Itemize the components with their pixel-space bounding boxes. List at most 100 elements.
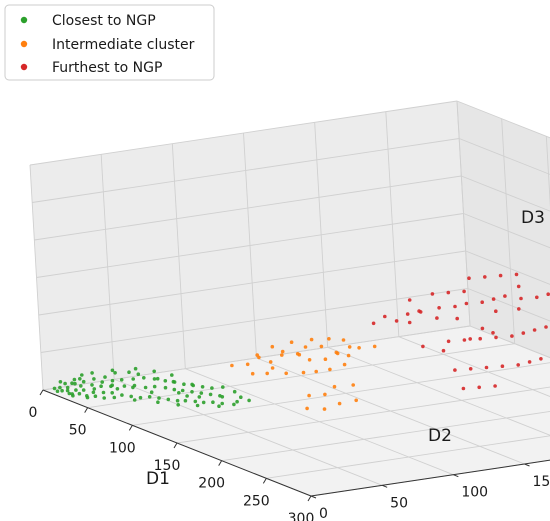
data-point-series-2 <box>383 314 387 319</box>
data-point-series-0 <box>127 370 131 375</box>
data-point-series-0 <box>92 387 97 391</box>
data-point-series-2 <box>519 296 523 301</box>
data-point-series-0 <box>155 376 160 381</box>
data-point-series-1 <box>332 384 337 389</box>
x-tick-mark <box>84 407 89 413</box>
data-point-series-1 <box>342 362 347 367</box>
data-point-series-2 <box>437 306 441 310</box>
data-point-series-1 <box>270 366 275 370</box>
data-point-series-2 <box>421 344 425 349</box>
data-point-series-2 <box>418 310 423 314</box>
data-point-series-1 <box>270 344 275 349</box>
data-point-series-0 <box>177 391 181 395</box>
grid-line <box>461 175 550 212</box>
data-point-series-1 <box>323 392 327 397</box>
legend-marker-furthest <box>20 63 28 71</box>
grid-line <box>29 100 458 166</box>
data-point-series-0 <box>183 398 188 403</box>
data-point-series-2 <box>517 307 521 311</box>
data-point-series-1 <box>334 350 339 355</box>
data-point-series-0 <box>129 394 133 399</box>
data-point-series-0 <box>110 378 115 383</box>
data-point-series-1 <box>309 337 314 342</box>
data-point-series-1 <box>323 357 328 362</box>
data-point-series-1 <box>347 345 352 349</box>
y-tick-label: 150 <box>533 474 550 490</box>
data-point-series-2 <box>544 325 548 329</box>
data-point-series-1 <box>346 353 351 358</box>
data-point-series-0 <box>72 377 77 382</box>
data-point-series-2 <box>494 309 498 314</box>
y-tick-label: 0 <box>319 506 328 521</box>
data-point-series-1 <box>314 369 319 374</box>
grid-line <box>467 288 550 322</box>
data-point-series-0 <box>239 395 243 400</box>
legend-frame <box>4 4 215 81</box>
data-point-series-0 <box>176 403 180 407</box>
data-point-series-0 <box>152 369 156 374</box>
data-point-series-0 <box>110 391 114 395</box>
data-point-series-2 <box>480 300 485 305</box>
x-tick-label: 0 <box>29 405 38 421</box>
data-point-series-0 <box>58 385 62 390</box>
y-tick-label: 50 <box>390 495 408 511</box>
data-point-series-0 <box>110 368 115 373</box>
x-tick-mark <box>218 460 223 466</box>
data-point-series-0 <box>156 400 160 405</box>
data-point-series-0 <box>152 377 157 381</box>
data-point-series-0 <box>220 401 224 406</box>
x-tick-label: 300 <box>288 511 315 521</box>
grid-line <box>42 325 471 391</box>
data-point-series-1 <box>303 345 308 349</box>
data-point-series-0 <box>232 389 237 394</box>
x-tick-label: 250 <box>243 493 270 509</box>
floor-pane <box>43 326 550 496</box>
data-points <box>52 272 550 411</box>
data-point-series-0 <box>190 382 194 387</box>
data-point-series-0 <box>85 395 90 400</box>
data-point-series-0 <box>193 399 198 404</box>
data-point-series-2 <box>462 289 466 294</box>
x-tick-mark <box>262 478 267 484</box>
data-point-series-2 <box>500 364 505 369</box>
x-axis-label: D1 <box>146 469 170 489</box>
data-point-series-0 <box>102 396 106 400</box>
data-point-series-1 <box>255 353 259 357</box>
axis-lines <box>39 389 550 502</box>
grid-line <box>38 250 466 316</box>
data-point-series-1 <box>297 352 302 357</box>
data-point-series-2 <box>453 304 457 309</box>
data-point-series-0 <box>136 372 141 377</box>
data-point-series-0 <box>65 388 70 393</box>
data-point-series-1 <box>289 340 294 345</box>
data-point-series-0 <box>65 385 70 390</box>
grid-line <box>465 250 550 285</box>
data-point-series-0 <box>67 391 72 396</box>
data-point-series-0 <box>52 386 57 391</box>
data-point-series-2 <box>468 367 473 371</box>
x-tick-mark <box>128 425 133 431</box>
data-point-series-2 <box>527 360 532 364</box>
data-point-series-2 <box>491 297 496 301</box>
data-point-series-2 <box>478 336 483 341</box>
x-tick-label: 200 <box>198 476 225 492</box>
data-point-series-0 <box>166 397 171 402</box>
data-point-series-0 <box>190 390 194 394</box>
data-point-series-0 <box>109 384 113 389</box>
data-point-series-1 <box>328 367 332 372</box>
data-point-series-2 <box>461 386 466 391</box>
data-point-series-0 <box>71 393 75 398</box>
data-point-series-0 <box>171 379 176 384</box>
data-point-series-0 <box>131 385 135 390</box>
data-point-series-0 <box>92 377 96 381</box>
data-point-series-1 <box>301 370 306 375</box>
data-point-series-0 <box>143 385 148 390</box>
data-point-series-2 <box>407 320 412 325</box>
data-point-series-2 <box>503 294 507 298</box>
data-point-series-1 <box>337 401 342 406</box>
data-point-series-0 <box>120 393 124 397</box>
y-tick-mark <box>310 495 317 499</box>
y-axis-label: D2 <box>428 426 452 446</box>
data-point-series-2 <box>521 331 526 335</box>
